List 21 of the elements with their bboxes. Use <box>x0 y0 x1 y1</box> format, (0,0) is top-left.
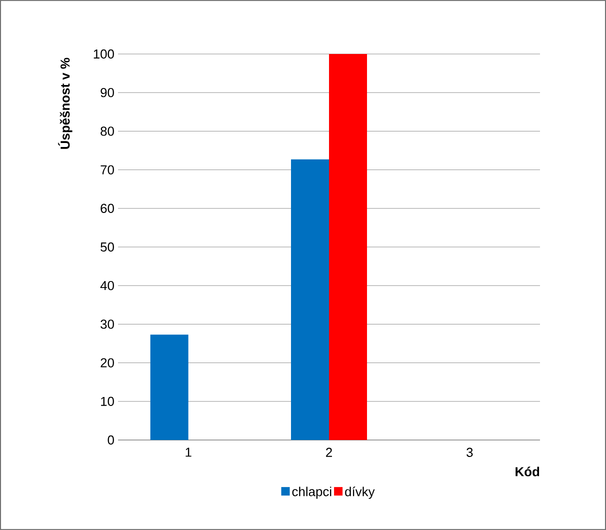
y-tick-label: 40 <box>100 281 114 290</box>
x-tick-label: 2 <box>326 448 332 457</box>
y-tick-label: 30 <box>100 320 114 329</box>
y-axis-title: Úspěšnost v % <box>58 58 72 149</box>
x-tick-label: 1 <box>186 448 192 457</box>
y-tick-label: 20 <box>100 358 114 368</box>
y-tick-label: 10 <box>101 396 114 406</box>
y-tick-label: 80 <box>100 126 114 136</box>
x-tick-label: 3 <box>466 448 473 457</box>
legend-label: chlapci <box>292 486 332 499</box>
bar <box>150 334 188 440</box>
bar <box>291 159 330 440</box>
y-tick-label: 50 <box>100 242 114 252</box>
bar <box>329 54 368 440</box>
legend-label: dívky <box>345 486 375 499</box>
y-tick-label: 90 <box>100 88 114 98</box>
y-tick-label: 60 <box>100 204 114 213</box>
x-axis-title: Kód <box>516 466 540 476</box>
y-tick-label: 70 <box>100 165 114 174</box>
y-tick-label: 100 <box>94 49 114 59</box>
y-tick-label: 0 <box>108 435 114 445</box>
